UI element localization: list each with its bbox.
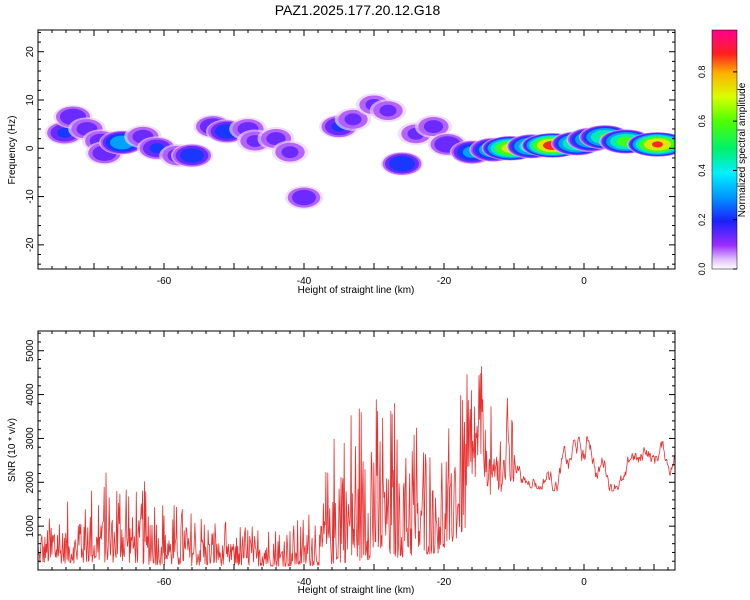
colorbar-gradient-bar [712,30,737,269]
snr-y-tick-label: 2000 [25,471,36,494]
spectrogram-blob [415,114,452,139]
spectrogram-blob [380,151,424,176]
spectrogram-contour [266,132,286,146]
spectrogram-y-tick-label: 10 [25,94,36,106]
spectrogram-contour [423,120,444,134]
colorbar-tick-label: 0.2 [697,213,707,226]
snr-x-tick-label: -40 [297,577,312,588]
spectrogram-heat-layer [44,93,675,210]
spectrogram-contour [652,141,663,148]
spectrogram-y-tick-label: -10 [25,189,36,204]
spectrogram-blob [171,143,213,168]
spectrogram-frame [37,29,676,270]
spectrogram-contour [57,127,72,138]
colorbar-label: Normalized spectral amplitude [737,82,748,217]
spectrogram-x-tick-label: 0 [581,276,587,287]
spectrogram-x-tick-label: -60 [157,276,172,287]
colorbar-tick-label: 0.0 [697,263,707,276]
snr-y-tick-label: 3000 [25,427,36,450]
spectrogram-contour [344,113,362,126]
spectrogram-contour [149,143,165,154]
spectrogram-contour [292,189,316,206]
snr-x-tick-label: -20 [437,577,452,588]
spectrogram-panel: -60 -40 -20 0 -20 -10 0 10 20 Height of straight… [7,29,676,296]
colorbar-tick-label: 0.6 [697,115,707,128]
figure-title: PAZ1.2025.177.20.12.G18 [274,2,441,18]
snr-x-axis-label: Height of straight line (km) [298,585,415,596]
spectrogram-blob [369,99,407,123]
snr-y-tick-label: 1000 [25,515,36,538]
colorbar: 0.0 0.2 0.4 0.6 0.8 Normalized spectral ampl… [697,29,748,276]
spectrogram-y-tick-label: 0 [25,145,36,151]
colorbar-tick-label: 0.4 [697,164,707,177]
spectrogram-blob [627,132,675,157]
spectrogram-x-axis-label: Height of straight line (km) [298,285,415,296]
spectrogram-blob [284,185,324,210]
snr-panel: -60 -40 -20 0 1000 2000 3000 4000 5000 Height of… [7,330,676,596]
snr-frame [37,330,676,571]
spectrogram-contour [389,156,415,172]
spectrogram-x-tick-label: -40 [297,276,312,287]
snr-x-tick-label: -60 [157,577,172,588]
snr-series-line [38,366,675,567]
spectrogram-y-tick-label: 20 [25,46,36,58]
snr-y-tick-label: 5000 [25,339,36,362]
spectrogram-blob [271,140,309,164]
colorbar-tick-label: 0.8 [697,66,707,79]
colorbar-ticks: 0.0 0.2 0.4 0.6 0.8 [697,29,738,276]
snr-x-tick-label: 0 [581,577,587,588]
snr-y-axis-label: SNR (10 * v/v) [7,418,18,482]
spectrogram-y-axis-label: Frequency (Hz) [7,116,18,185]
colorbar-frame [711,29,738,270]
spectrogram-contour [379,104,397,117]
spectrogram-contour [180,148,204,163]
spectrogram-contour [281,146,299,159]
snr-y-tick-label: 4000 [25,383,36,406]
spectrogram-x-tick-label: -20 [437,276,452,287]
spectrogram-y-tick-label: -20 [25,237,36,252]
spectrogram-axes: -60 -40 -20 0 -20 -10 0 10 20 [25,30,675,287]
snr-axes: -60 -40 -20 0 1000 2000 3000 4000 5000 [25,331,675,588]
